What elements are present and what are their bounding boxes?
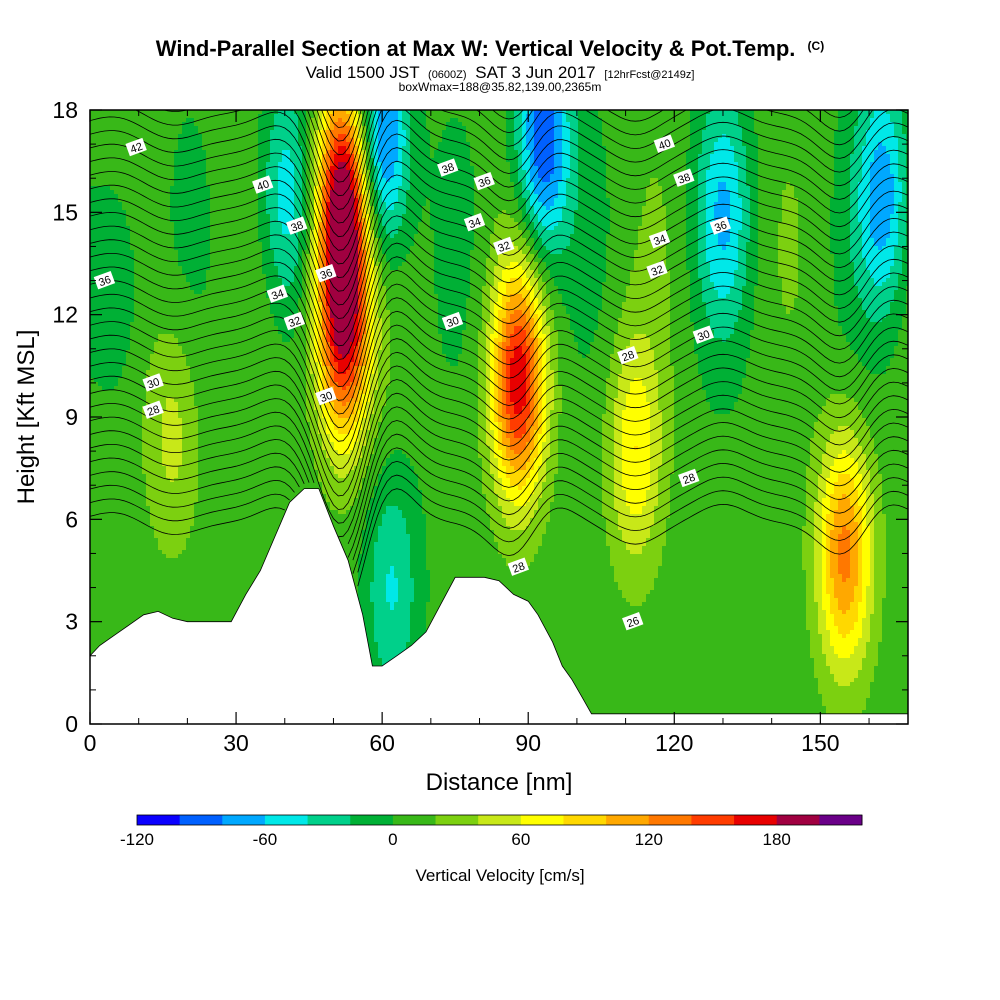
colorbar-swatch (606, 815, 649, 825)
subtitle-forecast: [12hrFcst@2149z] (604, 69, 694, 81)
colorbar-swatch (734, 815, 777, 825)
y-tick-label: 12 (52, 302, 78, 328)
colorbar-swatch (819, 815, 862, 825)
colorbar-tick-label: -60 (253, 830, 278, 849)
x-tick-label: 120 (655, 730, 693, 756)
colorbar-swatch (649, 815, 692, 825)
chart-title-text: Wind-Parallel Section at Max W: Vertical… (156, 36, 796, 61)
x-tick-label: 30 (223, 730, 249, 756)
colorbar: -120 -60 0 60 120 180 (120, 815, 863, 849)
vertical-section-chart: Wind-Parallel Section at Max W: Vertical… (0, 0, 1000, 1000)
y-axis-label: Height [Kft MSL] (13, 330, 40, 505)
chart-subtitle-box: boxWmax=188@35.82,139.00,2365m (399, 80, 602, 94)
y-tick-label: 3 (65, 609, 78, 635)
colorbar-swatch (180, 815, 223, 825)
colorbar-swatch (521, 815, 564, 825)
y-tick-label: 0 (65, 711, 78, 737)
y-tick-label: 18 (52, 97, 78, 123)
colorbar-swatch (393, 815, 436, 825)
y-tick-label: 6 (65, 506, 78, 532)
x-tick-label: 150 (801, 730, 839, 756)
colorbar-tick-label: 0 (388, 830, 397, 849)
x-axis-label: Distance [nm] (426, 769, 573, 796)
chart-title: Wind-Parallel Section at Max W: Vertical… (156, 36, 824, 61)
colorbar-swatch (691, 815, 734, 825)
colorbar-swatch (265, 815, 308, 825)
x-tick-label: 0 (84, 730, 97, 756)
colorbar-swatch (137, 815, 180, 825)
x-tick-label: 60 (369, 730, 395, 756)
colorbar-swatch (777, 815, 820, 825)
colorbar-swatch (222, 815, 265, 825)
y-tick-label: 9 (65, 404, 78, 430)
colorbar-swatch (478, 815, 521, 825)
chart-title-units: (C) (808, 39, 825, 53)
plot-area: 4240383636343230283038363432304038363432… (90, 76, 911, 727)
colorbar-swatch (350, 815, 393, 825)
y-tick-label: 15 (52, 199, 78, 225)
colorbar-tick-label: 60 (511, 830, 530, 849)
colorbar-tick-label: 180 (763, 830, 791, 849)
colorbar-tick-label: 120 (635, 830, 663, 849)
colorbar-swatch (563, 815, 606, 825)
colorbar-tick-label: -120 (120, 830, 154, 849)
colorbar-swatch (436, 815, 479, 825)
colorbar-label: Vertical Velocity [cm/s] (415, 866, 584, 885)
colorbar-swatch (308, 815, 351, 825)
x-tick-label: 90 (515, 730, 541, 756)
